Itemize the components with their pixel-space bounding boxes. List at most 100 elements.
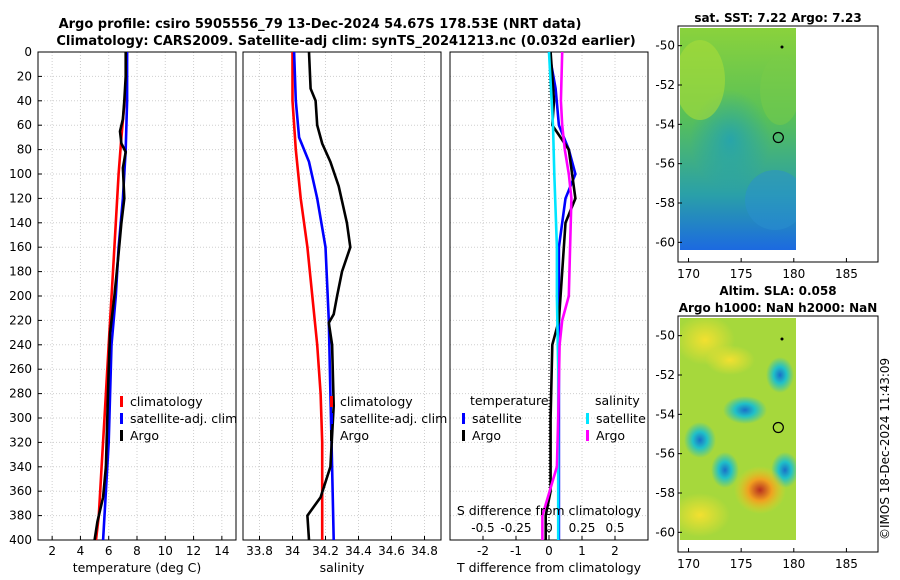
sla-map-feature — [723, 396, 767, 424]
map-y-tick-label: -52 — [655, 368, 675, 382]
y-tick-label: 220 — [9, 313, 32, 327]
title-line-2: Climatology: CARS2009. Satellite-adj cli… — [56, 34, 635, 49]
x-tick-label: 2 — [611, 544, 619, 558]
series-line-t-argo — [544, 51, 577, 540]
legend-label: Argo — [340, 428, 369, 443]
map-y-tick-label: -54 — [655, 407, 675, 421]
sst-argo-marker — [772, 131, 784, 144]
series-line-satellite-adj-clim — [101, 52, 129, 541]
difference-panel: -2 -1 0 1 2 T difference from climatology S di… — [449, 51, 649, 575]
sla-map-feature — [680, 493, 730, 537]
x-tick-label: -1 — [510, 544, 522, 558]
x-tick-label: 34.8 — [411, 544, 438, 558]
legend-swatch — [330, 396, 333, 407]
map-y-tick-label: -56 — [655, 157, 675, 171]
legend-label: satellite — [472, 411, 522, 426]
x-tick-label: 4 — [77, 544, 85, 558]
x-tick-label: 1 — [578, 544, 586, 558]
map-x-tick-label: 185 — [835, 557, 858, 571]
sla-map-frame — [677, 315, 879, 553]
y-tick-label: 320 — [9, 435, 32, 449]
legend-title-salinity: salinity — [595, 393, 640, 408]
sla-map-feature — [705, 345, 755, 375]
map-y-tick-label: -56 — [655, 447, 675, 461]
y-tick-label: 200 — [9, 289, 32, 303]
x-tick-label: 0 — [545, 544, 553, 558]
salinity-panel: 33.8 34 34.2 34.4 34.6 34.8 salinity climatolog… — [242, 51, 447, 575]
series-line-climatology — [291, 52, 324, 540]
sst-map-feature — [760, 55, 796, 125]
x-tick-label: 6 — [105, 544, 113, 558]
salinity-legend: climatology satellite-adj. clim Argo — [330, 394, 447, 443]
y-tick-label: 180 — [9, 265, 32, 279]
title-line-1: Argo profile: csiro 5905556_79 13-Dec-20… — [59, 17, 582, 32]
y-tick-label: 380 — [9, 509, 32, 523]
y-tick-label: 260 — [9, 362, 32, 376]
map-y-tick-label: -50 — [655, 39, 675, 53]
legend-label: satellite-adj. clim — [130, 411, 237, 426]
map-y-tick-label: -58 — [655, 486, 675, 500]
credit-text: ©IMOS 18-Dec-2024 11:43:09 — [878, 358, 892, 540]
salinity-frame — [242, 51, 442, 541]
y-tick-label: 120 — [9, 191, 32, 205]
legend-swatch — [586, 430, 589, 441]
map-x-tick-label: 185 — [835, 267, 858, 281]
map-y-tick-label: -60 — [655, 525, 675, 539]
temperature-legend: climatology satellite-adj. clim Argo — [120, 394, 237, 443]
sla-map-title-1: Altim. SLA: 0.058 — [719, 284, 836, 298]
map-y-tick-label: -54 — [655, 117, 675, 131]
y-tick-label: 400 — [9, 533, 32, 547]
x2-tick-label: 0.25 — [569, 521, 596, 535]
sla-map-feature — [711, 452, 739, 488]
x-tick-label: 34.6 — [378, 544, 405, 558]
legend-label: satellite — [596, 411, 646, 426]
x2-tick-label: 0 — [545, 521, 553, 535]
sst-map: sat. SST: 7.22 Argo: 7.23 170 175 180 185 -5… — [655, 11, 879, 281]
sst-small-marker — [780, 45, 784, 49]
map-x-tick-label: 175 — [730, 557, 753, 571]
x-tick-label: -2 — [477, 544, 489, 558]
sla-map-feature — [734, 466, 786, 514]
temperature-panel: 2 4 6 8 10 12 14 temperature (deg C) 0 20 40 60 80 10… — [9, 45, 237, 575]
y-tick-label: 140 — [9, 216, 32, 230]
y-tick-label: 280 — [9, 387, 32, 401]
legend-swatch — [462, 413, 465, 424]
legend-label: Argo — [472, 428, 501, 443]
x-tick-label: 34.4 — [345, 544, 372, 558]
legend-swatch — [586, 413, 589, 424]
legend-title-temperature: temperature — [470, 393, 549, 408]
legend-swatch — [120, 396, 123, 407]
legend-swatch — [120, 430, 123, 441]
y-tick-label: 340 — [9, 460, 32, 474]
salinity-xlabel: salinity — [320, 560, 365, 575]
legend-swatch — [330, 413, 333, 424]
x-tick-label: 10 — [158, 544, 173, 558]
difference-xlabel2: S difference from climatology — [457, 503, 642, 518]
map-x-tick-label: 180 — [782, 267, 805, 281]
y-tick-label: 60 — [17, 118, 32, 132]
map-x-tick-label: 170 — [677, 557, 700, 571]
sla-argo-marker — [772, 421, 784, 434]
y-tick-label: 80 — [17, 143, 32, 157]
sla-map-feature — [684, 422, 716, 458]
series-line-argo — [93, 52, 128, 541]
y-tick-label: 360 — [9, 484, 32, 498]
difference-xlabel: T difference from climatology — [456, 560, 642, 575]
map-x-tick-label: 175 — [730, 267, 753, 281]
map-y-tick-label: -52 — [655, 78, 675, 92]
x-tick-label: 12 — [186, 544, 201, 558]
legend-label: Argo — [596, 428, 625, 443]
legend-label: satellite-adj. clim — [340, 411, 447, 426]
map-y-tick-label: -58 — [655, 196, 675, 210]
x2-tick-label: -0.25 — [500, 521, 531, 535]
legend-swatch — [330, 430, 333, 441]
series-line-argo — [306, 51, 352, 541]
series-line-s-argo — [541, 51, 573, 540]
x-tick-label: 8 — [133, 544, 141, 558]
difference-legend: temperature satellite Argo salinity satellit… — [462, 393, 646, 443]
x2-tick-label: 0.5 — [605, 521, 624, 535]
sst-map-feature — [680, 40, 725, 120]
y-tick-label: 40 — [17, 94, 32, 108]
x-tick-label: 34 — [285, 544, 300, 558]
